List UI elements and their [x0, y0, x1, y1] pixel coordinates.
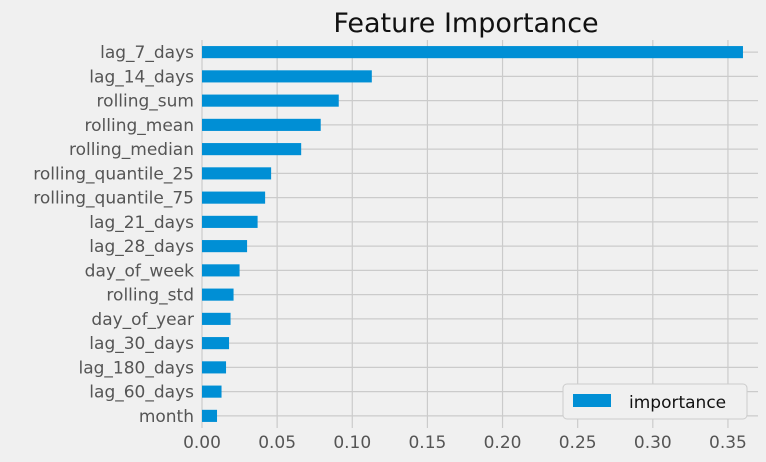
- y-tick-label: day_of_year: [91, 310, 194, 330]
- bar-layer: [202, 46, 743, 422]
- x-tick-label: 0.05: [258, 433, 296, 453]
- y-tick-label: rolling_std: [106, 286, 194, 306]
- y-tick-labels: lag_7_days lag_14_days rolling_sum rolling_…: [33, 43, 194, 427]
- bar: [202, 118, 321, 131]
- y-tick-label: lag_60_days: [89, 383, 194, 403]
- bar: [202, 385, 222, 398]
- bar: [202, 361, 227, 374]
- bar: [202, 70, 372, 83]
- bar: [202, 409, 218, 422]
- y-tick-label: lag_14_days: [89, 67, 194, 87]
- y-tick-label: lag_28_days: [89, 237, 194, 257]
- y-tick-label: day_of_week: [85, 261, 194, 281]
- y-tick-label: rolling_sum: [97, 92, 194, 112]
- bar: [202, 215, 258, 228]
- y-tick-label: rolling_quantile_25: [33, 164, 194, 184]
- y-tick-label: lag_30_days: [89, 334, 194, 354]
- bar: [202, 143, 302, 156]
- bar: [202, 337, 230, 350]
- bar: [202, 288, 234, 301]
- y-tick-label: lag_7_days: [100, 43, 194, 63]
- bar: [202, 312, 231, 325]
- chart-title: Feature Importance: [333, 8, 598, 39]
- bar: [202, 46, 743, 59]
- legend: importance: [562, 383, 748, 420]
- x-tick-labels: 0.00 0.05 0.10 0.15 0.20 0.25 0.30 0.35: [183, 433, 747, 453]
- bar: [202, 94, 339, 107]
- bar: [202, 191, 266, 204]
- legend-frame: [562, 383, 748, 420]
- bar: [202, 167, 272, 180]
- legend-label: importance: [629, 393, 726, 413]
- legend-swatch: [573, 394, 611, 407]
- bar: [202, 264, 240, 277]
- y-tick-label: rolling_median: [69, 140, 194, 160]
- x-tick-label: 0.15: [408, 433, 446, 453]
- y-tick-label: lag_180_days: [78, 358, 194, 378]
- x-tick-label: 0.10: [333, 433, 371, 453]
- bar: [202, 240, 248, 253]
- y-tick-label: lag_21_days: [89, 213, 194, 233]
- y-tick-label: rolling_mean: [85, 116, 194, 136]
- y-tick-label: month: [139, 407, 194, 427]
- x-tick-label: 0.00: [183, 433, 221, 453]
- x-tick-label: 0.30: [634, 433, 672, 453]
- y-tick-label: rolling_quantile_75: [33, 189, 194, 209]
- x-tick-label: 0.20: [484, 433, 522, 453]
- x-tick-label: 0.35: [709, 433, 747, 453]
- x-tick-label: 0.25: [559, 433, 597, 453]
